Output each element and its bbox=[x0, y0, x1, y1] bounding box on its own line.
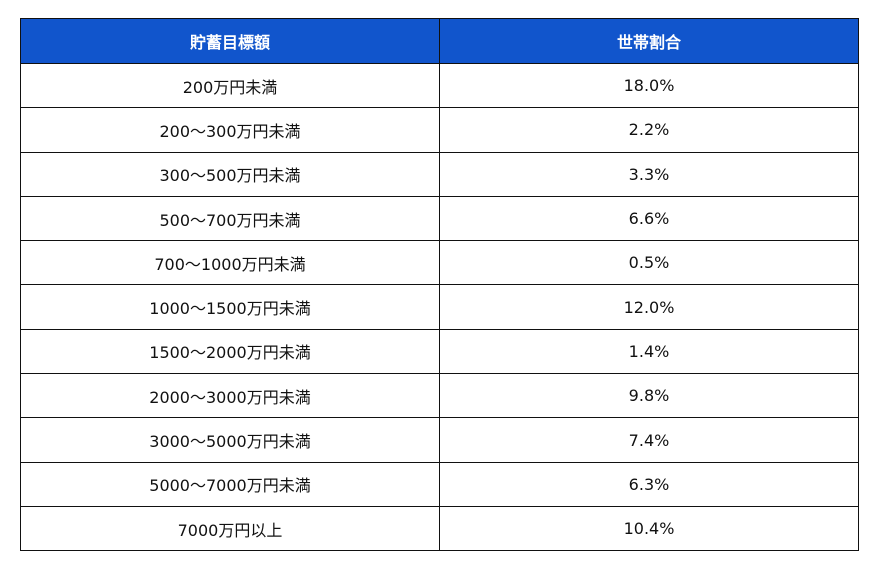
share-cell: 18.0% bbox=[439, 62, 859, 109]
share-cell: 0.5% bbox=[439, 240, 859, 286]
goal-cell: 7000万円以上 bbox=[20, 505, 440, 552]
goal-cell: 1000～1500万円未満 bbox=[20, 284, 440, 330]
goal-cell: 500～700万円未満 bbox=[20, 195, 440, 242]
share-cell: 2.2% bbox=[439, 107, 859, 153]
goal-cell: 2000～3000万円未満 bbox=[20, 373, 440, 419]
share-cell: 6.3% bbox=[439, 461, 859, 507]
table-row: 2000～3000万円未満 9.8% bbox=[20, 373, 859, 419]
savings-goal-table: 貯蓄目標額 世帯割合 200万円未満 18.0% 200～300万円未満 2.2% 30… bbox=[20, 18, 859, 552]
table-row: 700～1000万円未満 0.5% bbox=[20, 240, 859, 286]
share-cell: 1.4% bbox=[439, 328, 859, 375]
goal-cell: 3000～5000万円未満 bbox=[20, 417, 440, 463]
column-header-share: 世帯割合 bbox=[439, 18, 859, 64]
goal-cell: 1500～2000万円未満 bbox=[20, 328, 440, 375]
share-cell: 12.0% bbox=[439, 284, 859, 330]
header-row: 貯蓄目標額 世帯割合 bbox=[20, 18, 859, 64]
table-row: 200万円未満 18.0% bbox=[20, 62, 859, 109]
goal-cell: 700～1000万円未満 bbox=[20, 240, 440, 286]
share-cell: 3.3% bbox=[439, 151, 859, 197]
table-row: 200～300万円未満 2.2% bbox=[20, 107, 859, 153]
goal-cell: 200万円未満 bbox=[20, 62, 440, 109]
goal-cell: 5000～7000万円未満 bbox=[20, 461, 440, 507]
column-header-goal: 貯蓄目標額 bbox=[20, 18, 440, 64]
share-cell: 7.4% bbox=[439, 417, 859, 463]
share-cell: 6.6% bbox=[439, 195, 859, 242]
goal-cell: 200～300万円未満 bbox=[20, 107, 440, 153]
table-row: 5000～7000万円未満 6.3% bbox=[20, 461, 859, 507]
table-row: 1500～2000万円未満 1.4% bbox=[20, 328, 859, 375]
share-cell: 9.8% bbox=[439, 373, 859, 419]
share-cell: 10.4% bbox=[439, 505, 859, 552]
table-row: 1000～1500万円未満 12.0% bbox=[20, 284, 859, 330]
table-row: 300～500万円未満 3.3% bbox=[20, 151, 859, 197]
table-row: 3000～5000万円未満 7.4% bbox=[20, 417, 859, 463]
goal-cell: 300～500万円未満 bbox=[20, 151, 440, 197]
table-row: 500～700万円未満 6.6% bbox=[20, 195, 859, 242]
table-row: 7000万円以上 10.4% bbox=[20, 505, 859, 552]
